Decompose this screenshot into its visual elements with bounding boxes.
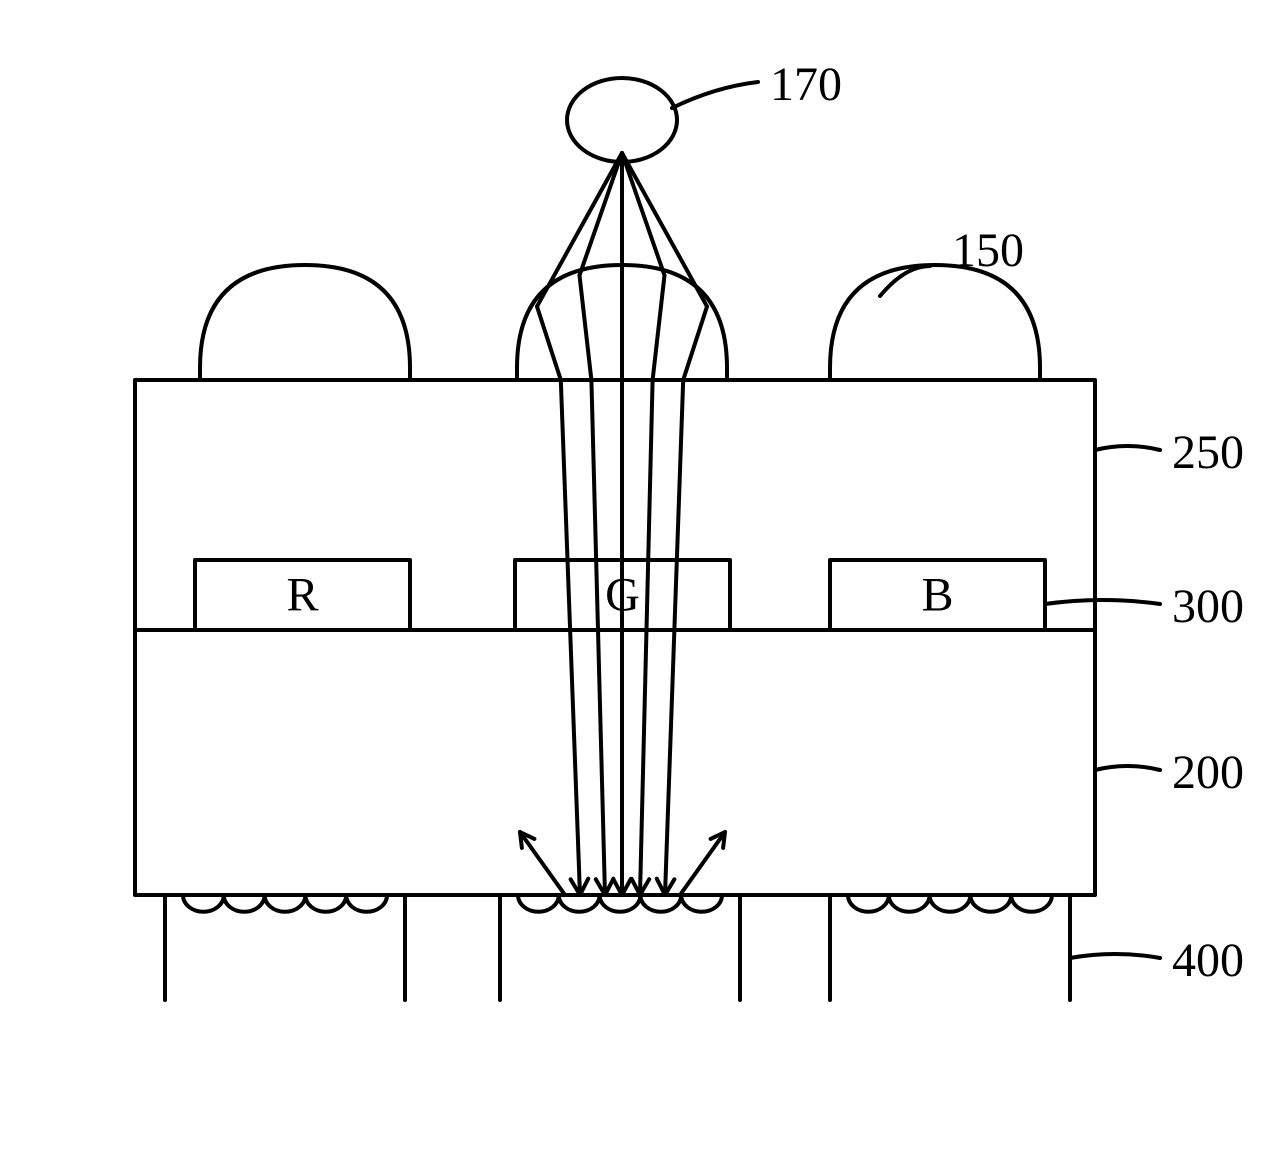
leader-line bbox=[1045, 600, 1160, 604]
ray bbox=[580, 275, 592, 380]
reference-label: 200 bbox=[1172, 746, 1244, 799]
reference-label: 400 bbox=[1172, 934, 1244, 987]
leader-line bbox=[672, 82, 758, 108]
reference-label: 170 bbox=[770, 58, 842, 111]
scatter-ray bbox=[680, 832, 725, 895]
ray bbox=[537, 306, 561, 380]
microlens bbox=[830, 265, 1040, 380]
ray bbox=[665, 380, 683, 895]
light-source bbox=[567, 78, 677, 162]
leader-line bbox=[1095, 766, 1160, 770]
layer-stack-outline bbox=[135, 380, 1095, 895]
leader-line bbox=[1095, 446, 1160, 450]
reference-label: 250 bbox=[1172, 426, 1244, 479]
microlens bbox=[200, 265, 410, 380]
photodiode bbox=[165, 895, 405, 1000]
reference-label: 300 bbox=[1172, 580, 1244, 633]
color-filter-b-label: B bbox=[921, 568, 953, 621]
photodiode bbox=[830, 895, 1070, 1000]
ray bbox=[653, 275, 665, 380]
ray bbox=[561, 380, 580, 895]
leader-line bbox=[1070, 954, 1160, 958]
color-filter-r-label: R bbox=[286, 568, 318, 621]
ray bbox=[640, 380, 653, 895]
ray bbox=[683, 306, 707, 380]
photodiode bbox=[500, 895, 740, 1000]
reference-label: 150 bbox=[952, 224, 1024, 277]
ray bbox=[591, 380, 605, 895]
scatter-ray bbox=[520, 832, 565, 895]
